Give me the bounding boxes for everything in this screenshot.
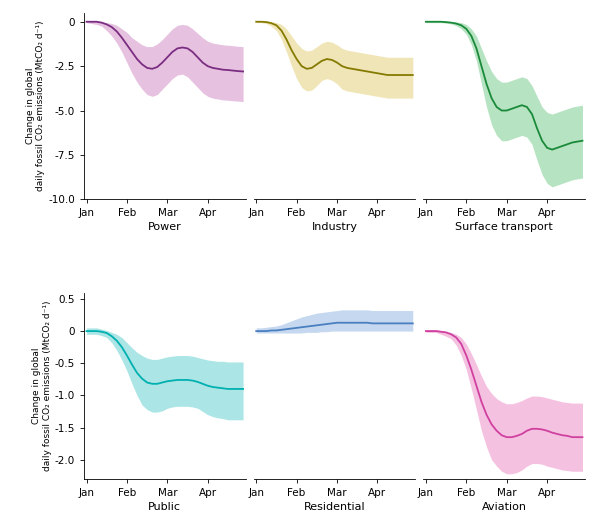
X-axis label: Surface transport: Surface transport — [455, 222, 553, 232]
X-axis label: Power: Power — [148, 222, 182, 232]
X-axis label: Aviation: Aviation — [482, 502, 527, 512]
Y-axis label: Change in global
daily fossil CO₂ emissions (MtCO₂ d⁻¹): Change in global daily fossil CO₂ emissi… — [26, 21, 46, 192]
Y-axis label: Change in global
daily fossil CO₂ emissions (MtCO₂ d⁻¹): Change in global daily fossil CO₂ emissi… — [32, 300, 52, 471]
X-axis label: Public: Public — [148, 502, 181, 512]
X-axis label: Residential: Residential — [304, 502, 365, 512]
X-axis label: Industry: Industry — [311, 222, 358, 232]
